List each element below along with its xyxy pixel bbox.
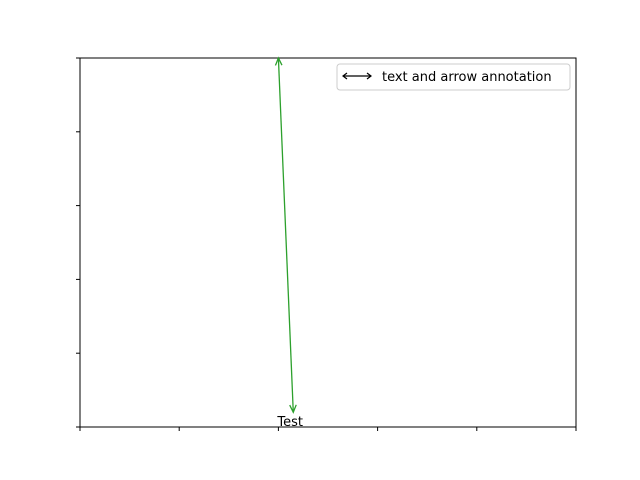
plot-frame xyxy=(79,57,577,428)
legend-label: text and arrow annotation xyxy=(382,70,552,85)
legend-marker-arrowhead-right xyxy=(366,72,372,80)
legend: text and arrow annotation xyxy=(336,63,571,91)
legend-box xyxy=(336,63,571,91)
annotation-text: Test xyxy=(276,415,303,430)
annotation-arrowhead-bottom xyxy=(289,404,297,414)
legend-marker-arrowhead-left xyxy=(342,72,348,80)
axes xyxy=(79,57,577,428)
annotation-arrow xyxy=(277,57,294,413)
annotation-arrowhead-top xyxy=(274,56,283,66)
ticks xyxy=(76,57,577,431)
annotation: Test xyxy=(274,56,303,430)
